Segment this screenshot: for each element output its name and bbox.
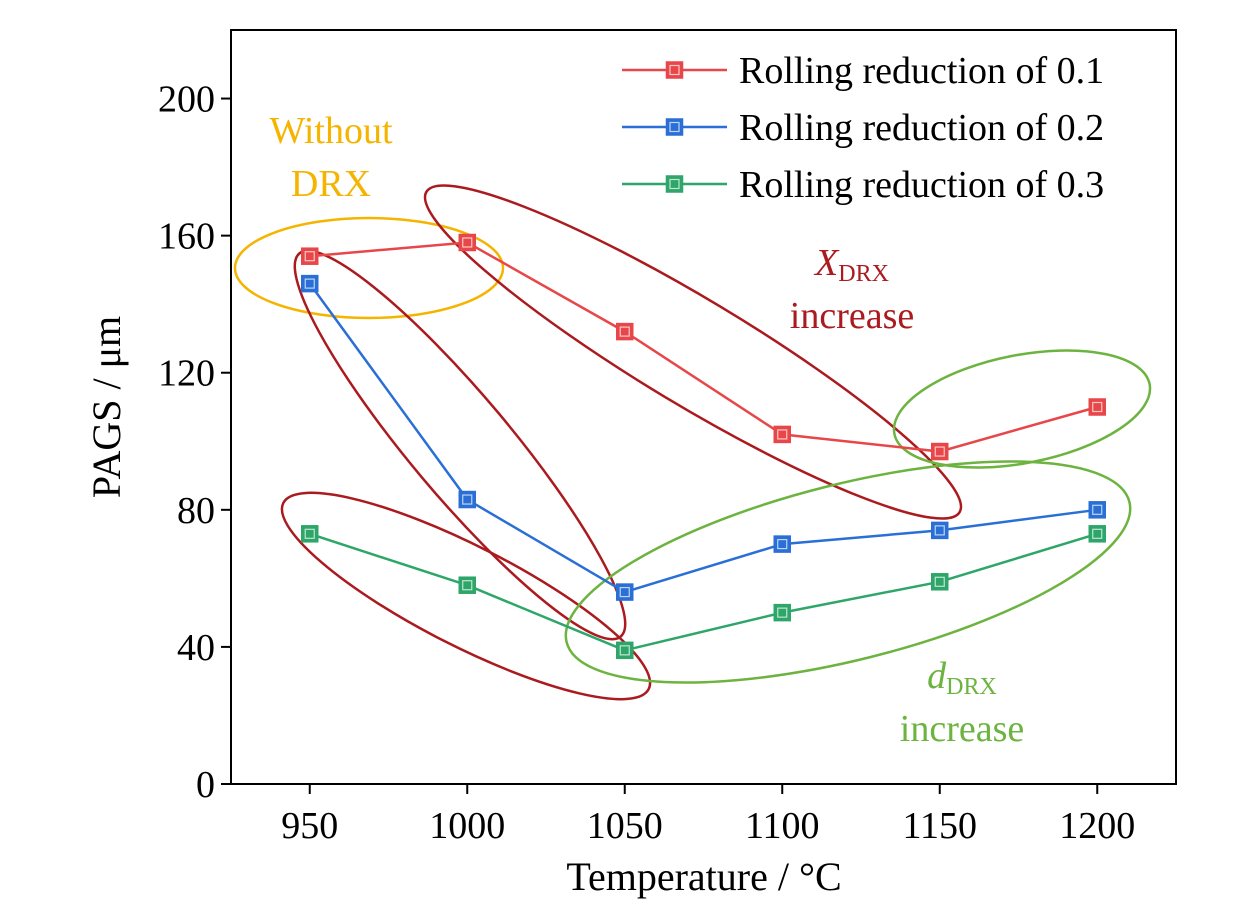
data-point-inner [934,446,945,457]
x-tick-label: 1050 [587,805,663,847]
data-point [931,442,949,461]
x-tick-label: 1000 [429,805,505,847]
data-point-inner [304,528,315,539]
series-1 [301,233,1106,461]
data-point-inner [304,278,315,289]
ellipse-xdrx-0.1 [423,184,963,520]
data-point [931,521,949,540]
legend: Rolling reduction of 0.1 Rolling reductio… [622,50,1104,206]
annotation-without-drx-line2: DRX [291,163,371,205]
ellipse-xdrx-0.2 [293,249,627,641]
legend-marker [665,61,684,79]
data-point-inner [934,576,945,587]
data-point-inner [462,237,473,248]
data-point-inner [619,326,630,337]
legend-entry: Rolling reduction of 0.2 [622,107,1104,149]
annotation-xdrx-word: increase [790,295,914,337]
data-point [301,274,319,293]
legend-marker [665,118,684,136]
legend-entry: Rolling reduction of 0.3 [622,164,1104,206]
data-point-inner [1092,528,1103,539]
data-point [458,233,476,252]
data-point [616,322,634,341]
legend-marker-inner [669,178,680,190]
y-tick-label: 40 [177,627,215,669]
legend-marker-inner [669,121,680,133]
annotation-ellipses [233,184,1152,701]
legend-label: Rolling reduction of 0.3 [739,164,1104,206]
data-point [773,535,791,553]
annotation-xdrx-subscript: DRX [838,261,889,287]
data-point-inner [619,586,630,598]
data-point-inner [304,251,315,262]
data-point [773,603,791,622]
series-2 [301,274,1106,601]
data-point-inner [777,607,788,618]
ellipse-without-drx [233,216,505,320]
data-point [301,525,319,543]
y-axis-ticks: 0 40 80 120 160 200 [158,79,231,806]
legend-marker [665,175,684,193]
x-tick-label: 1150 [902,805,977,847]
x-tick-label: 1200 [1059,805,1135,847]
y-tick-label: 200 [158,79,215,121]
legend-marker-inner [669,64,680,76]
annotation-xdrx-symbol-group: XDRX [813,242,889,287]
ellipse-ddrx-lower [564,460,1132,684]
legend-label: Rolling reduction of 0.2 [739,107,1104,149]
plot-frame [230,29,1177,785]
legend-entry: Rolling reduction of 0.1 [622,50,1104,92]
series-3 [301,525,1106,660]
data-point-inner [777,429,788,440]
data-point [458,576,476,594]
x-axis-ticks: 950 1000 1050 1100 1150 1200 [281,784,1135,847]
data-point [1088,525,1106,543]
y-axis-title: PAGS / μm [84,316,129,498]
data-point [616,583,634,601]
data-point-inner [777,538,788,550]
y-tick-label: 160 [158,216,215,258]
series-layer [301,233,1106,660]
data-point [458,490,476,509]
data-point [1088,398,1106,416]
data-point [616,641,634,660]
annotation-ddrx-symbol-group: dDRX [927,655,997,700]
legend-label: Rolling reduction of 0.1 [739,50,1104,92]
data-point-inner [462,494,473,505]
annotation-ddrx-word: increase [900,708,1024,750]
data-point [1088,501,1106,519]
data-point-inner [934,525,945,536]
ellipse-xdrx-0.3 [280,491,652,701]
data-point [931,573,949,591]
data-point [773,425,791,444]
annotation-without-drx-line1: Without [269,110,392,152]
data-point-inner [1092,401,1103,413]
y-tick-label: 0 [196,764,215,806]
y-tick-label: 120 [158,353,215,395]
series-line [308,282,1098,594]
data-point-inner [462,580,473,591]
y-tick-label: 80 [177,490,215,532]
annotation-ddrx-subscript: DRX [946,674,997,700]
x-axis-title: Temperature / °C [566,854,841,899]
series-line [309,241,1098,453]
annotation-xdrx-symbol: X [813,242,840,284]
series-line [309,532,1098,652]
annotation-ddrx-symbol: d [927,655,947,697]
data-point-inner [1092,504,1103,515]
x-tick-label: 950 [281,805,338,847]
x-tick-label: 1100 [745,805,820,847]
data-point [301,247,319,265]
data-point-inner [619,645,630,656]
ellipse-ddrx-upper [892,349,1152,469]
